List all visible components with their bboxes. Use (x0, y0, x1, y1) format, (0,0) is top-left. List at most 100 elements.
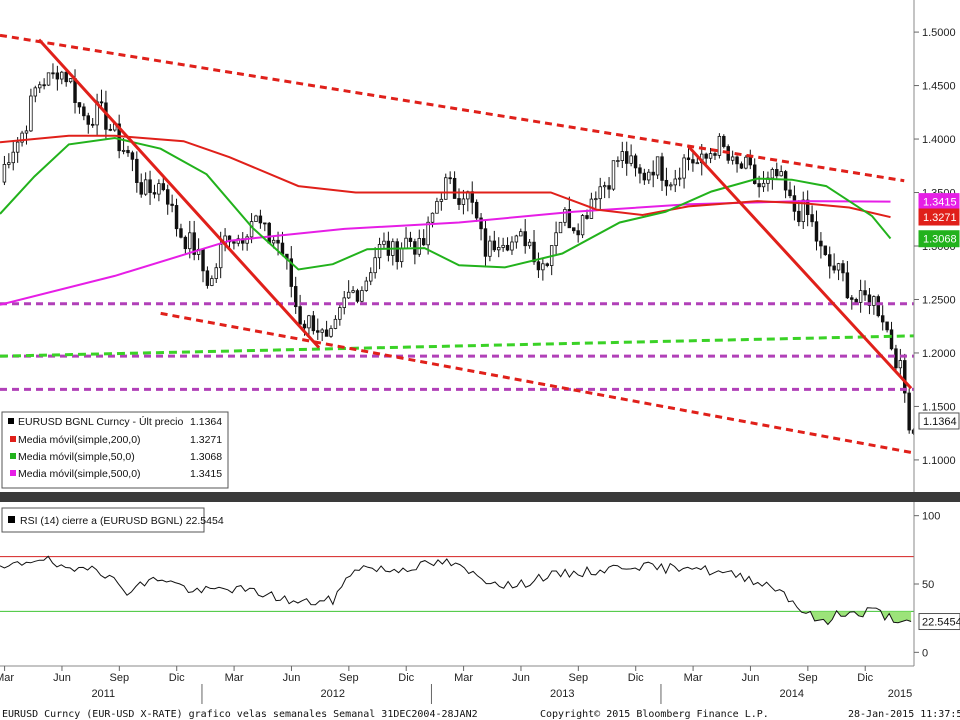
candle-body (483, 228, 488, 257)
x-month-label: Sep (798, 672, 818, 684)
price-legend[interactable]: EURUSD BGNL Curncy - Últ precio 1.1364 M… (1, 411, 229, 489)
x-month-label: Jun (53, 672, 71, 684)
x-year-label: 2014 (780, 688, 804, 700)
candle-body (152, 192, 157, 195)
footer-left: EURUSD Curncy (EUR-USD X-RATE) grafico v… (2, 709, 478, 720)
candle-body (421, 238, 426, 246)
x-axis-ticks: Mar Jun Sep Dic Mar Jun Sep Dic Mar Jun Sep Dic Mar J… (0, 666, 912, 704)
candle-body (439, 198, 444, 202)
legend-ma200-value: 1.3271 (190, 434, 222, 446)
candle-body (885, 321, 889, 331)
candle-body (832, 265, 836, 271)
panel-separator[interactable] (0, 492, 960, 502)
legend-ma500-label: Media móvil(simple,500,0) (18, 468, 141, 480)
ma50-line (0, 136, 892, 271)
candle-body (170, 203, 174, 206)
candle-body (492, 240, 497, 251)
candle-body (757, 183, 761, 188)
legend-price-value: 1.1364 (190, 416, 222, 428)
candle-body (280, 242, 285, 255)
candle-body (629, 155, 633, 164)
candle-body (404, 237, 408, 249)
candle-body (717, 135, 722, 156)
rsi-legend[interactable]: RSI (14) cierre a (EURUSD BGNL) 22.5454 (1, 507, 224, 533)
candle-body (108, 128, 113, 131)
candle-body (351, 290, 355, 293)
price-value-tag-box (918, 230, 960, 248)
candle-body (496, 247, 501, 251)
price-value-tag-text: 1.3415 (923, 197, 957, 209)
candle-body (841, 263, 845, 274)
candle-body (55, 72, 60, 80)
candle-body (602, 185, 607, 188)
candle-body (527, 241, 532, 247)
price-y-tick-label: 1.1000 (922, 455, 956, 467)
candle-body (188, 232, 192, 250)
candle-body (298, 306, 302, 325)
candle-body (33, 87, 38, 97)
candle-body (532, 241, 536, 263)
candle-body (876, 296, 881, 317)
x-month-label: Dic (628, 672, 644, 684)
candle-body (205, 270, 210, 286)
candle-body (90, 123, 95, 126)
candle-body (7, 162, 11, 165)
candle-body (819, 240, 823, 247)
footer: EURUSD Curncy (EUR-USD X-RATE) grafico v… (0, 706, 960, 720)
candle-body (192, 232, 196, 255)
candle-body (594, 198, 598, 201)
candle-body (850, 297, 854, 300)
candle-body (580, 215, 585, 236)
candle-body (126, 149, 130, 154)
legend-swatch-price (8, 418, 14, 424)
price-y-tick-label: 1.2000 (922, 348, 956, 360)
candle-body (444, 177, 448, 200)
x-month-label: Mar (684, 672, 703, 684)
candle-body (563, 209, 567, 223)
candle-body (607, 185, 611, 190)
price-panel-bg (0, 0, 914, 492)
rsi-legend-box (1, 507, 205, 533)
legend-swatch-rsi (8, 516, 15, 523)
x-month-label: Dic (169, 672, 185, 684)
candle-body (880, 315, 885, 323)
candle-body (620, 151, 625, 161)
candle-body (761, 182, 766, 188)
candle-body (174, 205, 179, 230)
candle-body (823, 245, 828, 256)
candle-body (276, 239, 280, 244)
candle-body (346, 291, 351, 299)
x-year-label: 2015 (888, 688, 912, 700)
candle-body (664, 179, 669, 187)
candle-body (730, 156, 735, 161)
downtrend-line-2014 (687, 145, 913, 390)
candle-body (536, 261, 541, 271)
candle-body (898, 360, 903, 369)
legend-swatch-ma500 (10, 470, 16, 476)
x-year-label: 2011 (91, 688, 115, 700)
candle-body (117, 123, 121, 152)
candle-body (814, 221, 819, 242)
price-value-tag-text: 1.3068 (923, 234, 957, 246)
candle-body (576, 230, 580, 236)
candle-body (611, 160, 616, 190)
candle-body (501, 244, 505, 248)
x-month-label: Dic (398, 672, 414, 684)
candle-body (788, 189, 792, 197)
candle-body (903, 360, 907, 394)
candle-body (889, 329, 894, 350)
candle-body (810, 214, 814, 223)
price-plot (0, 33, 914, 454)
candle-body (779, 171, 783, 177)
candle-body (121, 149, 126, 152)
candle-body (691, 159, 695, 164)
candle-body (307, 315, 311, 329)
legend-ma50-value: 1.3068 (190, 451, 222, 463)
candle-body (722, 135, 726, 147)
footer-right: 28-Jan-2015 11:37:59 (848, 709, 960, 720)
price-panel: 1.50001.45001.40001.35001.30001.25001.20… (0, 0, 960, 492)
rsi-y-tick-label: 0 (922, 647, 928, 659)
legend-ma500-value: 1.3415 (190, 468, 222, 480)
candle-body (642, 172, 647, 181)
